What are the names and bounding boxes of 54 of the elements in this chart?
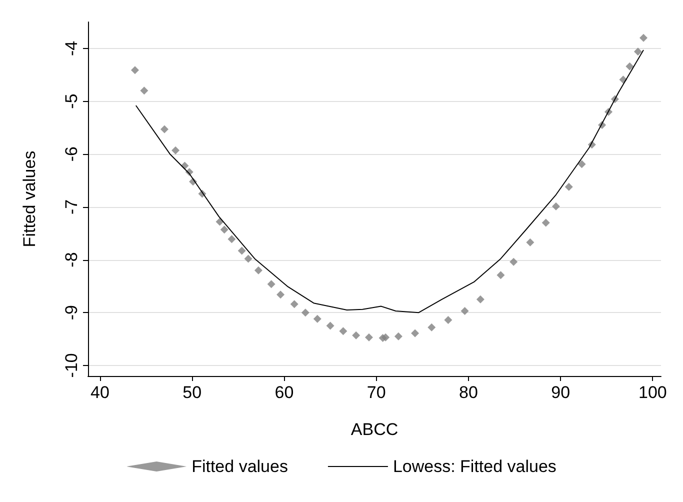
y-tick-label: -8 <box>62 252 81 268</box>
point <box>276 290 285 299</box>
point <box>130 66 139 74</box>
point <box>552 202 560 210</box>
legend-label: Lowess: Fitted values <box>392 457 556 476</box>
point <box>313 314 322 323</box>
y-tick-label: -10 <box>62 353 81 378</box>
point <box>352 331 360 340</box>
point <box>476 295 484 304</box>
point <box>411 329 420 338</box>
y-tick-label: -9 <box>62 305 81 320</box>
point <box>428 323 436 332</box>
point <box>634 48 642 56</box>
point <box>578 160 586 168</box>
point <box>394 332 402 340</box>
point <box>301 308 310 317</box>
point <box>339 327 348 336</box>
point <box>564 182 573 191</box>
point <box>254 266 262 274</box>
x-tick-label: 80 <box>459 383 478 402</box>
point <box>382 333 390 342</box>
point <box>444 316 452 324</box>
point <box>542 218 550 227</box>
x-tick-label: 100 <box>638 383 667 402</box>
point <box>364 333 373 342</box>
x-tick-label: 40 <box>90 383 110 402</box>
x-axis-title: ABCC <box>350 420 398 439</box>
point <box>626 62 634 70</box>
point <box>290 300 298 308</box>
y-tick-label: -4 <box>62 40 81 56</box>
point <box>496 271 505 280</box>
x-tick-label: 50 <box>182 383 202 402</box>
y-tick-label: -5 <box>62 94 81 109</box>
y-tick-label: -7 <box>62 199 81 214</box>
point <box>526 238 534 246</box>
point <box>244 254 252 263</box>
point <box>220 226 228 234</box>
legend-label: Fitted values <box>192 457 288 476</box>
point <box>326 322 334 330</box>
x-tick-label: 60 <box>274 383 294 402</box>
point <box>460 307 469 316</box>
point <box>267 280 276 288</box>
point <box>172 146 180 154</box>
point <box>238 246 246 255</box>
x-tick-label: 90 <box>551 383 570 402</box>
point <box>160 125 168 134</box>
point <box>639 34 648 42</box>
y-tick-label: -6 <box>62 146 81 162</box>
line-series <box>135 50 644 314</box>
x-tick-label: 70 <box>366 383 386 402</box>
point <box>140 86 148 95</box>
point <box>228 235 236 244</box>
point <box>510 258 518 266</box>
y-axis-title: Fitted values <box>20 150 39 248</box>
